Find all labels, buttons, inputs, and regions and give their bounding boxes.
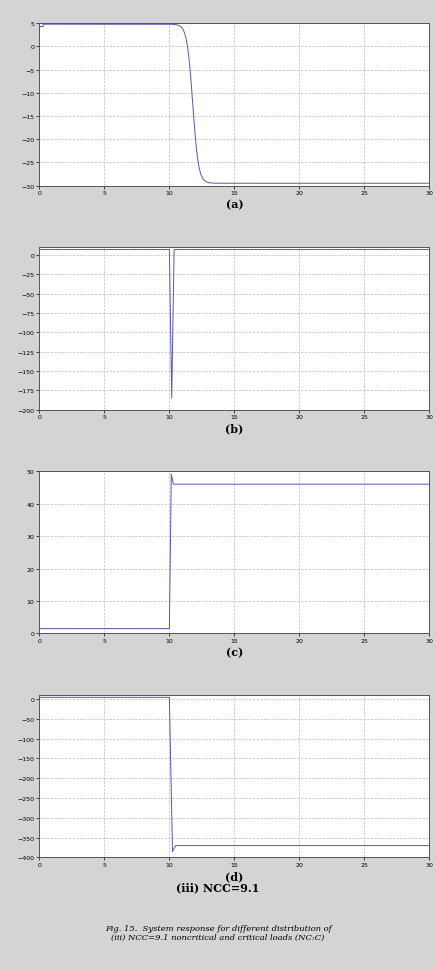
X-axis label: (b): (b) xyxy=(225,422,243,434)
X-axis label: (c): (c) xyxy=(226,646,243,657)
X-axis label: (a): (a) xyxy=(225,199,243,210)
Text: Fig. 15.  System response for different distribution of
(iii) NCC=9.1 noncritica: Fig. 15. System response for different d… xyxy=(105,923,331,941)
X-axis label: (d): (d) xyxy=(225,870,243,881)
Text: (iii) NCC=9.1: (iii) NCC=9.1 xyxy=(176,881,260,892)
